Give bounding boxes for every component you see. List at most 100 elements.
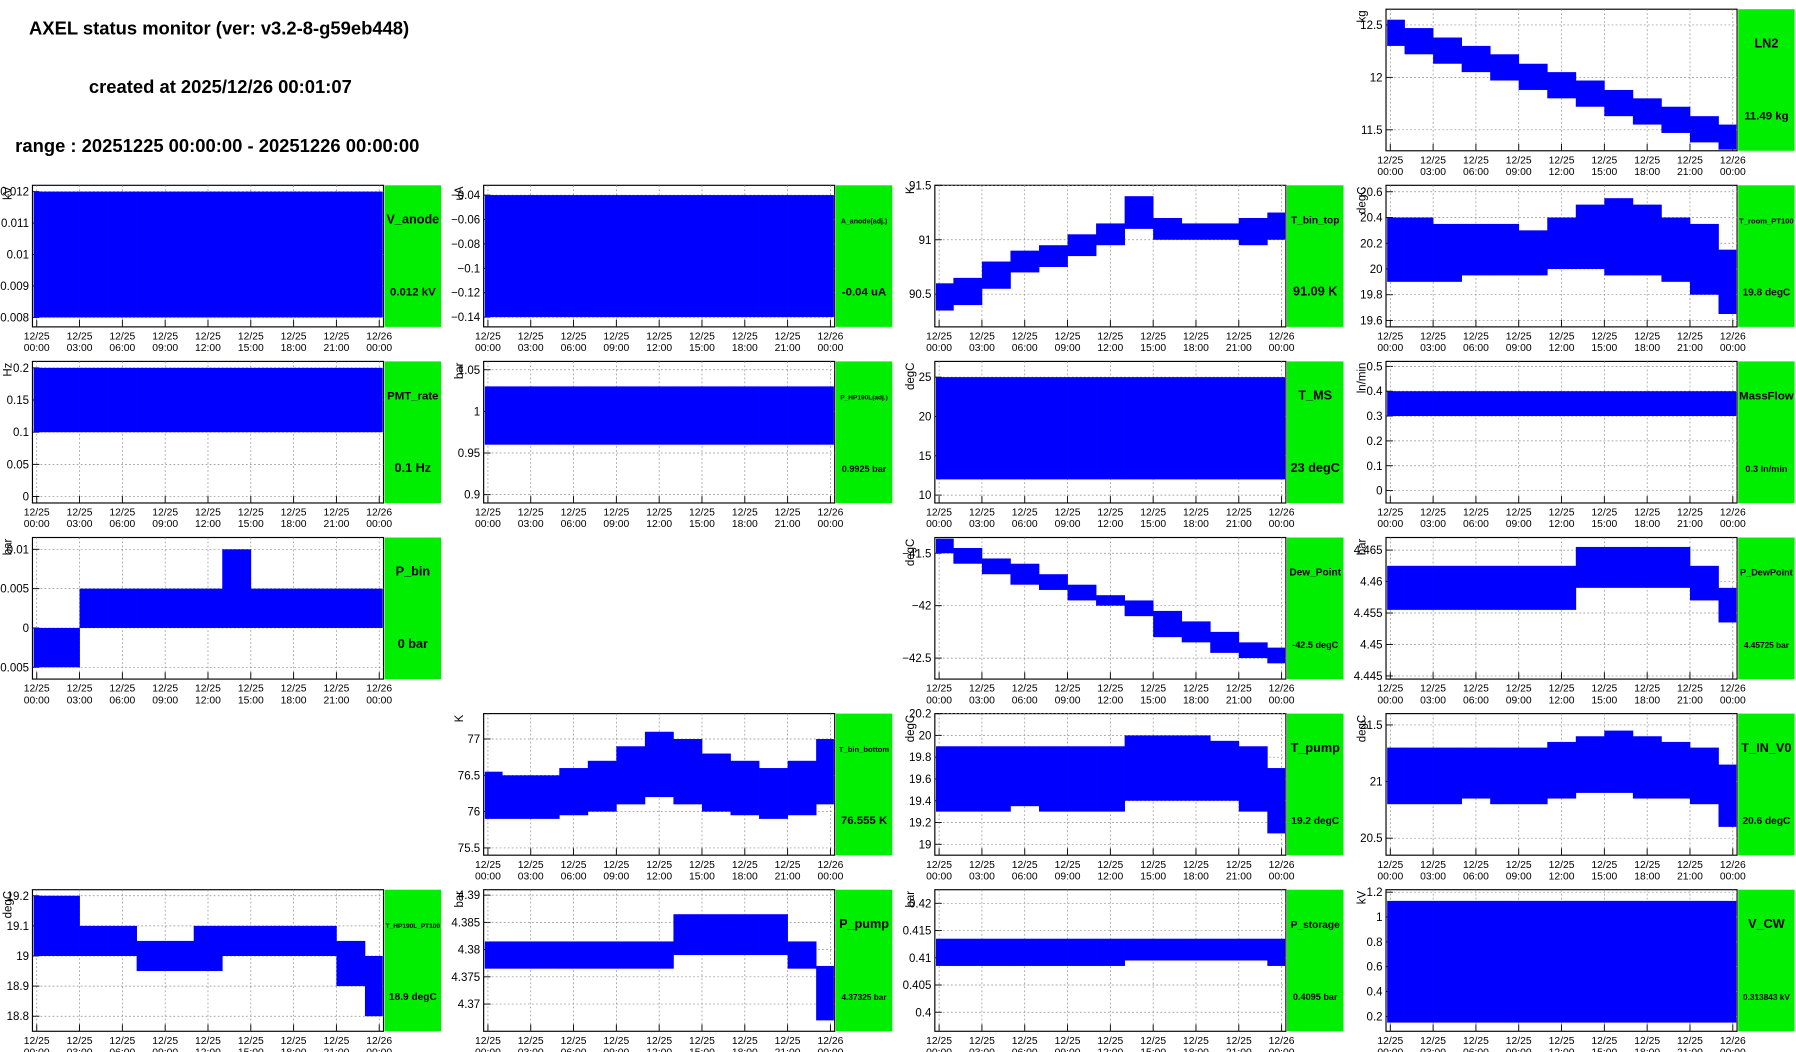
readout: -0.04 uA: [842, 287, 886, 299]
x-tick-date: 12/25: [1591, 508, 1617, 519]
y-tick-label: 15: [919, 451, 932, 463]
x-tick-time: 00:00: [1377, 1047, 1403, 1052]
band-segment: [1461, 565, 1491, 610]
band-segment: [759, 386, 788, 445]
y-tick-label: 0.95: [458, 448, 480, 460]
band-segment: [953, 277, 983, 306]
x-tick-date: 12/25: [1463, 155, 1489, 166]
y-tick-label: 4.45: [1360, 640, 1382, 652]
band-segment: [787, 941, 817, 969]
x-tick-time: 00:00: [366, 1047, 392, 1052]
band-segment: [759, 195, 788, 318]
x-tick-time: 00:00: [475, 519, 501, 530]
band-segment: [935, 538, 954, 554]
x-tick-date: 12/25: [969, 684, 995, 695]
band-segment: [1433, 565, 1462, 610]
x-tick-time: 06:00: [1463, 343, 1489, 354]
x-tick-date: 12/25: [1377, 155, 1403, 166]
x-tick-date: 12/25: [689, 860, 715, 871]
x-tick-time: 15:00: [1591, 167, 1617, 178]
x-tick-date: 12/26: [366, 332, 392, 343]
panel: 1919.219.419.619.82020.212/2500:0012/250…: [905, 709, 1344, 882]
x-tick-time: 03:00: [518, 519, 544, 530]
x-tick-time: 21:00: [1226, 871, 1252, 882]
x-tick-time: 12:00: [1549, 1047, 1575, 1052]
x-tick-time: 00:00: [24, 1047, 50, 1052]
band-segment: [51, 895, 80, 956]
x-tick-date: 12/25: [926, 1036, 952, 1047]
y-tick-label: 0.4: [1367, 987, 1384, 999]
band-segment: [816, 739, 834, 805]
x-tick-time: 03:00: [518, 1047, 544, 1052]
x-tick-time: 12:00: [1097, 343, 1123, 354]
x-tick-time: 00:00: [475, 871, 501, 882]
y-tick-label: 19.6: [1360, 315, 1382, 327]
x-tick-time: 06:00: [1463, 871, 1489, 882]
band-segment: [730, 386, 760, 445]
y-tick-label: 0: [23, 623, 29, 635]
y-unit: degC: [1356, 186, 1368, 213]
band-segment: [1124, 938, 1154, 961]
x-tick-time: 06:00: [561, 1047, 587, 1052]
y-tick-label: 0: [23, 492, 29, 504]
value-box: [1287, 889, 1344, 1032]
band-segment: [250, 367, 280, 433]
x-tick-time: 18:00: [281, 343, 307, 354]
y-unit: bar: [454, 362, 466, 379]
band-segment: [336, 367, 366, 433]
x-tick-time: 12:00: [646, 871, 672, 882]
band-segment: [1387, 217, 1405, 282]
readout: 91.09 K: [1293, 285, 1338, 299]
band-segment: [981, 938, 1011, 966]
band-segment: [530, 195, 560, 318]
band-segment: [1010, 563, 1040, 585]
x-tick-time: 06:00: [561, 343, 587, 354]
x-tick-time: 00:00: [1269, 1047, 1295, 1052]
band-segment: [1490, 391, 1520, 417]
x-tick-date: 12/25: [109, 1036, 135, 1047]
y-tick-label: 76: [467, 807, 480, 819]
x-tick-date: 12/25: [1183, 860, 1209, 871]
band-segment: [730, 914, 760, 956]
panel: 19.619.82020.220.420.612/2500:0012/2503:…: [1356, 184, 1795, 354]
x-tick-time: 15:00: [689, 519, 715, 530]
x-tick-time: 00:00: [1269, 695, 1295, 706]
band-segment: [136, 191, 166, 318]
band-segment: [222, 549, 252, 628]
band-segment: [530, 941, 560, 969]
y-tick-label: 20.6: [1360, 187, 1382, 199]
x-tick-time: 03:00: [1420, 695, 1446, 706]
x-tick-date: 12/25: [1591, 332, 1617, 343]
panel: 75.57676.57712/2500:0012/2503:0012/2506:…: [454, 713, 893, 882]
band-segment: [1632, 391, 1662, 417]
x-tick-time: 15:00: [689, 343, 715, 354]
x-tick-date: 12/25: [1055, 684, 1081, 695]
band-segment: [336, 588, 366, 628]
band-segment: [701, 914, 731, 956]
x-tick-time: 00:00: [817, 343, 843, 354]
x-tick-time: 21:00: [1677, 167, 1703, 178]
band-segment: [1461, 900, 1491, 1023]
band-segment: [1096, 223, 1125, 246]
readout: 18.9 degC: [389, 992, 438, 1003]
x-tick-time: 18:00: [732, 519, 758, 530]
x-tick-date: 12/25: [732, 332, 758, 343]
x-tick-date: 12/25: [195, 332, 221, 343]
band-segment: [1404, 391, 1434, 417]
band-segment: [1718, 900, 1737, 1023]
x-tick-time: 09:00: [1506, 695, 1532, 706]
band-segment: [1461, 391, 1491, 417]
x-tick-date: 12/25: [323, 332, 349, 343]
band-segment: [1661, 391, 1691, 417]
x-tick-date: 12/25: [1055, 508, 1081, 519]
y-unit: degC: [905, 363, 917, 391]
x-tick-time: 03:00: [67, 343, 93, 354]
x-tick-date: 12/25: [1591, 684, 1617, 695]
x-tick-time: 18:00: [281, 1047, 307, 1052]
x-tick-date: 12/25: [1183, 332, 1209, 343]
x-tick-time: 03:00: [1420, 1047, 1446, 1052]
band-segment: [587, 941, 617, 969]
band-segment: [1210, 740, 1240, 801]
y-tick-label: 0.2: [1367, 436, 1383, 448]
band-segment: [1039, 245, 1068, 267]
